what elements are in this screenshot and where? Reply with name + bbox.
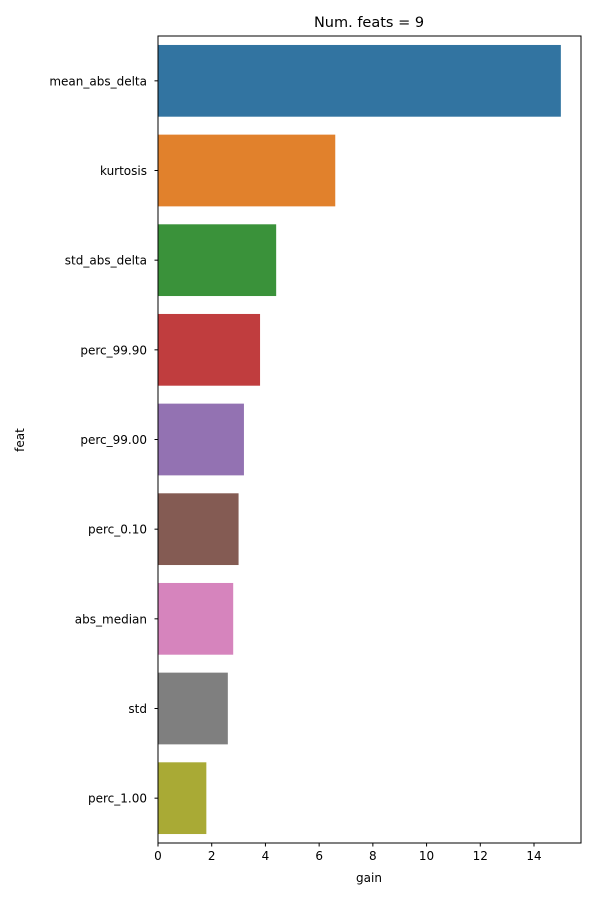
bar-std bbox=[158, 672, 228, 745]
x-tick-label: 14 bbox=[526, 849, 541, 863]
x-tick-label: 12 bbox=[473, 849, 488, 863]
x-tick-group: 0 2 4 6 8 10 12 14 bbox=[154, 843, 542, 863]
bar-std_abs_delta bbox=[158, 224, 277, 297]
x-tick-label: 8 bbox=[369, 849, 377, 863]
x-tick-label: 2 bbox=[208, 849, 216, 863]
bar-mean_abs_delta bbox=[158, 44, 561, 117]
y-axis-label: feat bbox=[13, 428, 27, 452]
bar-perc_0.10 bbox=[158, 493, 239, 566]
x-tick-label: 4 bbox=[262, 849, 270, 863]
chart-title: Num. feats = 9 bbox=[314, 15, 424, 31]
plot-frame bbox=[157, 35, 582, 844]
bar-perc_1.00 bbox=[158, 762, 207, 835]
bar-kurtosis bbox=[158, 134, 336, 207]
x-tick-label: 0 bbox=[154, 849, 162, 863]
x-tick-label: 6 bbox=[315, 849, 323, 863]
x-axis-label: gain bbox=[356, 871, 382, 885]
y-tick-label: mean_abs_delta bbox=[49, 74, 147, 88]
y-tick-label: abs_median bbox=[75, 612, 147, 626]
bar-perc_99.00 bbox=[158, 403, 244, 476]
y-tick-label: std_abs_delta bbox=[65, 254, 147, 268]
y-tick-label: std bbox=[128, 702, 147, 716]
y-tick-label: perc_0.10 bbox=[88, 523, 147, 537]
bar-perc_99.90 bbox=[158, 313, 261, 386]
y-tick-label: perc_1.00 bbox=[88, 792, 147, 806]
y-tick-label: perc_99.90 bbox=[80, 343, 147, 357]
y-tick-label: kurtosis bbox=[100, 164, 147, 178]
y-tick-label: perc_99.00 bbox=[80, 433, 147, 447]
y-tick-group: mean_abs_delta kurtosis std_abs_delta perc_… bbox=[49, 74, 158, 806]
x-tick-label: 10 bbox=[419, 849, 434, 863]
bar-abs_median bbox=[158, 582, 234, 655]
bars-group bbox=[158, 44, 561, 835]
